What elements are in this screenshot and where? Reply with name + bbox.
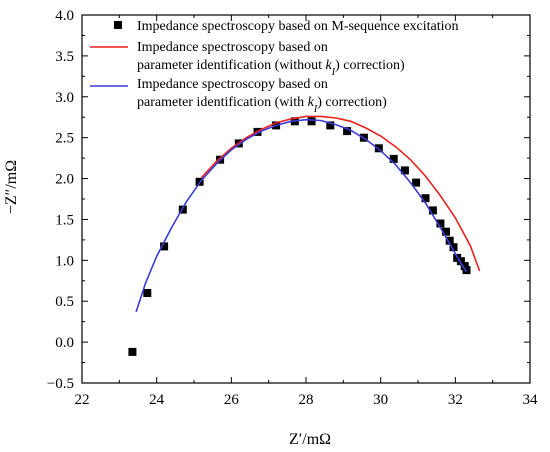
legend-item-0-label: Impedance spectroscopy based on M-sequen… [137, 19, 459, 34]
y-tick-label: 0.0 [55, 335, 74, 351]
series-0-point [389, 154, 398, 163]
series-2-line [135, 118, 468, 313]
series-0-point [456, 257, 465, 266]
series-0-point [178, 205, 187, 214]
series-1-line [200, 115, 481, 272]
y-tick-label: 2.5 [55, 131, 74, 147]
series-0-point [421, 194, 430, 203]
series-0-point [462, 266, 471, 275]
series-0-point [412, 178, 421, 187]
y-tick-label: 1.0 [55, 253, 74, 269]
legend-item-2-label-line-2: parameter identification (with kI) corre… [137, 95, 387, 115]
series-0-point [143, 289, 152, 297]
y-tick-label: 0.5 [55, 294, 74, 310]
series-0-point [449, 243, 458, 252]
series-0-point [428, 206, 437, 215]
x-tick-label: 28 [299, 392, 314, 408]
series-0-point [445, 236, 454, 245]
x-tick-label: 22 [75, 392, 90, 408]
x-tick-label: 24 [149, 392, 165, 408]
series-0-point [442, 227, 450, 236]
x-axis-title: Z′/mΩ [289, 431, 331, 448]
y-tick-label: 3.0 [55, 90, 74, 106]
legend-item-0-marker [114, 21, 122, 29]
legend-item-1-label-line-1: Impedance spectroscopy based on [137, 40, 328, 55]
series-0-point [343, 127, 352, 136]
series-0-point [160, 242, 169, 251]
series-0-point [307, 117, 316, 126]
series-0-point [326, 121, 335, 130]
y-tick-label: 1.5 [55, 212, 74, 228]
y-tick-label: 4.0 [55, 8, 74, 24]
series-0-point [374, 144, 383, 153]
x-tick-label: 26 [224, 392, 240, 408]
y-axis-title: −Z″/mΩ [3, 160, 20, 214]
y-tick-label: 2.0 [55, 172, 74, 188]
x-tick-label: 32 [448, 392, 463, 408]
series-0-point [400, 166, 409, 175]
y-tick-label: −0.5 [47, 376, 74, 392]
series-0-point [128, 347, 137, 356]
legend-item-2-label-line-1: Impedance spectroscopy based on [137, 77, 328, 92]
series-0-point [436, 219, 445, 228]
x-tick-label: 34 [523, 392, 539, 408]
x-tick-label: 30 [373, 392, 388, 408]
legend: Impedance spectroscopy based on M-sequen… [90, 19, 459, 115]
legend-item-1-label-line-2: parameter identification (without kI) co… [137, 58, 405, 78]
y-tick-label: 3.5 [55, 49, 74, 65]
